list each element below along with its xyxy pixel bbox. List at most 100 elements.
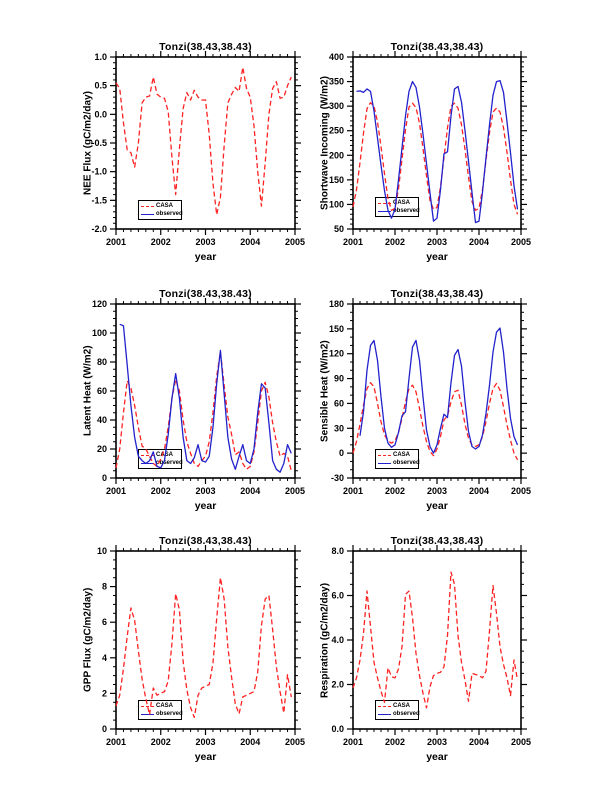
x-axis-label-respiration: year [426, 751, 448, 763]
x-tick-label: 2005 [511, 486, 531, 496]
x-tick-label: 2001 [343, 237, 363, 247]
legend-label-casa: CASA [156, 203, 174, 209]
legend-label-observed: observed [393, 208, 420, 214]
legend-label-casa: CASA [393, 452, 411, 458]
x-tick-label: 2005 [511, 237, 531, 247]
legend-box-sensible: CASA observed [375, 449, 420, 469]
x-tick-label: 2005 [285, 237, 305, 247]
y-tick-label: 40 [97, 415, 107, 425]
y-axis-label-shortwave: Shortwave Incoming (W/m2) [319, 76, 331, 210]
x-axis-label-latent: year [194, 500, 217, 512]
chart-title-sensible: Tonzi(38.43,38.43) [390, 288, 484, 300]
chart-4: 2001 2002 2003 2004 2005 0 2 4 6 8 10 [97, 545, 305, 747]
x-tick-label: 2004 [469, 486, 489, 496]
x-tick-label: 2005 [285, 486, 305, 496]
y-tick-label: 4.0 [331, 635, 344, 645]
legend-line-casa [141, 454, 154, 456]
y-axis-label-sensible: Sensible Heat (W/m2) [319, 340, 331, 442]
x-tick-label: 2001 [106, 237, 126, 247]
x-tick-label: 2001 [343, 737, 363, 747]
chart-title-gpp: Tonzi(38.43,38.43) [159, 535, 252, 547]
x-axis-label-sensible: year [426, 500, 448, 512]
legend-line-casa [378, 705, 391, 707]
x-tick-label: 2003 [195, 237, 215, 247]
x-axis-label-shortwave: year [426, 251, 448, 263]
y-tick-label: 8 [102, 582, 107, 592]
series-line-casa [115, 577, 292, 719]
y-tick-label: 10 [97, 546, 107, 556]
series-line-casa [115, 66, 292, 216]
legend-box-respiration: CASA observed [375, 700, 420, 720]
legend-label-observed: observed [393, 460, 420, 466]
y-axis-label-gpp: GPP Flux (gC/m2/day) [82, 587, 94, 693]
y-tick-label: 50 [334, 224, 344, 234]
legend-label-casa: CASA [156, 703, 174, 709]
x-tick-label: 2003 [195, 486, 215, 496]
series-line-casa [352, 571, 519, 709]
y-axis-label-respiration: Respiration (gC/m2/day) [319, 582, 331, 698]
y-tick-label: 0 [102, 724, 107, 734]
y-tick-label: 0 [339, 448, 344, 458]
y-tick-label: 0.5 [94, 81, 107, 91]
chart-title-latent: Tonzi(38.43,38.43) [159, 288, 252, 300]
x-tick-label: 2005 [285, 737, 305, 747]
y-tick-label: 0 [102, 473, 107, 483]
y-axis-label-nee: NEE Flux (gC/m2/day) [82, 91, 94, 195]
y-tick-label: 2.0 [331, 680, 344, 690]
y-tick-label: 60 [97, 386, 107, 396]
x-tick-label: 2004 [240, 237, 260, 247]
x-tick-label: 2003 [427, 486, 447, 496]
x-tick-label: 2002 [385, 486, 405, 496]
legend-box-gpp: CASA observed [138, 700, 183, 720]
y-axis-label-latent: Latent Heat (W/m2) [82, 345, 94, 437]
x-axis-label-nee: year [194, 251, 217, 263]
legend-line-observed [378, 462, 391, 464]
x-tick-label: 2004 [240, 737, 260, 747]
y-tick-label: 6 [102, 617, 107, 627]
y-tick-label: 8.0 [331, 546, 344, 556]
legend-line-observed [141, 713, 154, 715]
x-tick-label: 2001 [343, 486, 363, 496]
legend-label-observed: observed [156, 711, 183, 717]
y-tick-label: 20 [97, 444, 107, 454]
legend-box-nee: CASA observed [138, 200, 183, 220]
legend-box-latent: CASA observed [138, 449, 183, 469]
y-tick-label: 60 [334, 398, 344, 408]
legend-line-casa [378, 454, 391, 456]
y-tick-label: 1.0 [94, 52, 107, 62]
x-tick-label: 2001 [106, 737, 126, 747]
x-tick-label: 2001 [106, 486, 126, 496]
legend-label-observed: observed [393, 711, 420, 717]
y-tick-label: 6.0 [331, 591, 344, 601]
y-tick-label: 0.0 [331, 724, 344, 734]
x-tick-label: 2002 [151, 737, 171, 747]
y-tick-label: 90 [334, 374, 344, 384]
chart-0: 2001 2002 2003 2004 2005-2.0-1.5-1.0-0.50.00… [91, 51, 305, 247]
legend-label-casa: CASA [393, 200, 411, 206]
y-tick-label: 2 [102, 688, 107, 698]
legend-line-observed [378, 713, 391, 715]
x-tick-label: 2005 [511, 737, 531, 747]
x-tick-label: 2002 [151, 486, 171, 496]
x-tick-label: 2002 [151, 237, 171, 247]
x-tick-label: 2002 [385, 737, 405, 747]
legend-label-observed: observed [156, 460, 183, 466]
x-tick-label: 2002 [385, 237, 405, 247]
chart-title-respiration: Tonzi(38.43,38.43) [390, 535, 484, 547]
y-tick-label: 80 [97, 357, 107, 367]
legend-line-observed [141, 462, 154, 464]
y-tick-label: 30 [334, 423, 344, 433]
chart-5: 2001 2002 2003 2004 2005 0.0 2.0 4.0 6.0 8.0 [331, 545, 531, 747]
legend-line-observed [378, 210, 391, 212]
legend-box-shortwave: CASA observed [375, 197, 420, 217]
y-tick-label: 0.0 [94, 109, 107, 119]
x-tick-label: 2003 [195, 737, 215, 747]
legend-line-casa [141, 705, 154, 707]
x-axis-label-gpp: year [194, 751, 217, 763]
x-tick-label: 2004 [469, 737, 489, 747]
x-tick-label: 2003 [427, 237, 447, 247]
legend-label-observed: observed [156, 211, 183, 217]
